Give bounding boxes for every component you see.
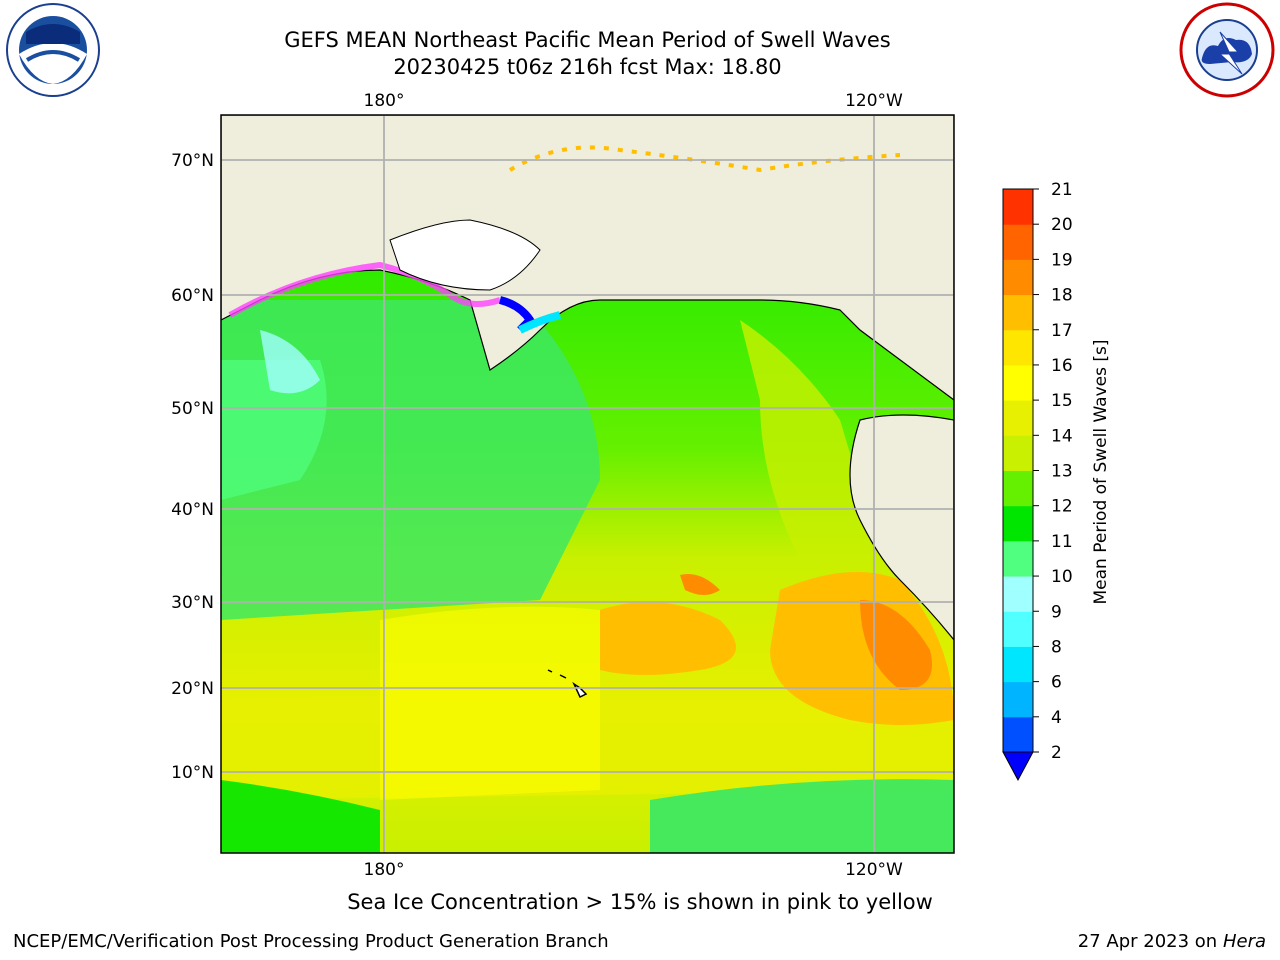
colorbar-tick-label: 12 bbox=[1051, 497, 1073, 517]
map-title: GEFS MEAN Northeast Pacific Mean Period … bbox=[284, 28, 891, 52]
colorbar-segment bbox=[1003, 646, 1033, 683]
colorbar-segment bbox=[1003, 364, 1033, 401]
colorbar-tick-label: 16 bbox=[1051, 356, 1073, 376]
land-north bbox=[221, 115, 954, 401]
nws-logo bbox=[1179, 2, 1275, 98]
colorbar-segment bbox=[1003, 435, 1033, 471]
colorbar-tick-label: 9 bbox=[1051, 602, 1062, 622]
lon-label-top: 180° bbox=[364, 91, 405, 111]
sea-ice-caption: Sea Ice Concentration > 15% is shown in … bbox=[347, 890, 933, 914]
lat-label: 70°N bbox=[171, 151, 214, 171]
footer-date: 27 Apr 2023 on Hera bbox=[1078, 931, 1266, 952]
colorbar-tick-label: 15 bbox=[1051, 391, 1073, 411]
colorbar-segment bbox=[1003, 540, 1033, 577]
colorbar-tick-label: 10 bbox=[1051, 567, 1073, 587]
colorbar-segment bbox=[1003, 189, 1033, 225]
colorbar-tick-label: 4 bbox=[1051, 708, 1062, 728]
colorbar-segment bbox=[1003, 576, 1033, 612]
footer-date-text: 27 Apr 2023 on bbox=[1077, 931, 1223, 952]
map-area bbox=[221, 115, 954, 853]
colorbar-segment bbox=[1003, 681, 1033, 718]
lat-label: 40°N bbox=[171, 500, 214, 520]
colorbar-label: Mean Period of Swell Waves [s] bbox=[1091, 340, 1111, 605]
colorbar-segment bbox=[1003, 505, 1033, 542]
lon-label-bottom: 180° bbox=[364, 860, 405, 880]
orange-swell-zone bbox=[600, 602, 736, 675]
colorbar-tick-label: 13 bbox=[1051, 462, 1073, 482]
colorbar: 2 4 6 8 9 10 11 12 13 14 15 16 17 18 19 20 21 bbox=[1002, 180, 1073, 782]
colorbar-tick-label: 2 bbox=[1051, 743, 1062, 763]
arctic-ice-edge bbox=[508, 145, 901, 173]
colorbar-segment bbox=[1003, 611, 1033, 647]
lon-label-top: 120°W bbox=[845, 91, 903, 111]
map-frame bbox=[220, 114, 955, 854]
footer-credit: NCEP/EMC/Verification Post Processing Pr… bbox=[13, 931, 609, 952]
footer-host: Hera bbox=[1222, 931, 1266, 952]
colorbar-tick-label: 17 bbox=[1051, 321, 1073, 341]
colorbar-segment bbox=[1003, 259, 1033, 296]
lat-label: 20°N bbox=[171, 679, 214, 699]
land-east bbox=[849, 414, 954, 641]
graticule bbox=[221, 115, 954, 853]
colorbar-segment bbox=[1003, 716, 1033, 753]
sea-ice-edge bbox=[228, 261, 501, 318]
lon-label-bottom: 120°W bbox=[845, 860, 903, 880]
colorbar-tick-label: 20 bbox=[1051, 215, 1073, 235]
lat-label: 60°N bbox=[171, 286, 214, 306]
colorbar-segment bbox=[1003, 294, 1033, 331]
noaa-logo bbox=[6, 3, 100, 97]
colorbar-segment bbox=[1003, 400, 1033, 436]
colorbar-tick-label: 11 bbox=[1051, 532, 1073, 552]
colorbar-tick-label: 8 bbox=[1051, 637, 1062, 657]
cyan-swell-patch bbox=[260, 330, 320, 394]
colorbar-tick-label: 21 bbox=[1051, 180, 1073, 200]
colorbar-tick-label: 14 bbox=[1051, 426, 1073, 446]
colorbar-segment bbox=[1003, 329, 1033, 366]
colorbar-tick-label: 6 bbox=[1051, 673, 1062, 693]
map-subtitle: 20230425 t06z 216h fcst Max: 18.80 bbox=[393, 55, 782, 79]
lat-label: 30°N bbox=[171, 593, 214, 613]
lat-label: 50°N bbox=[171, 399, 214, 419]
colorbar-under-arrow bbox=[1002, 751, 1034, 782]
hawaii-islands bbox=[547, 669, 588, 699]
lat-label: 10°N bbox=[171, 763, 214, 783]
colorbar-segment bbox=[1003, 224, 1033, 260]
colorbar-tick-label: 19 bbox=[1051, 250, 1073, 270]
colorbar-segment bbox=[1003, 470, 1033, 507]
colorbar-tick-label: 18 bbox=[1051, 286, 1073, 306]
